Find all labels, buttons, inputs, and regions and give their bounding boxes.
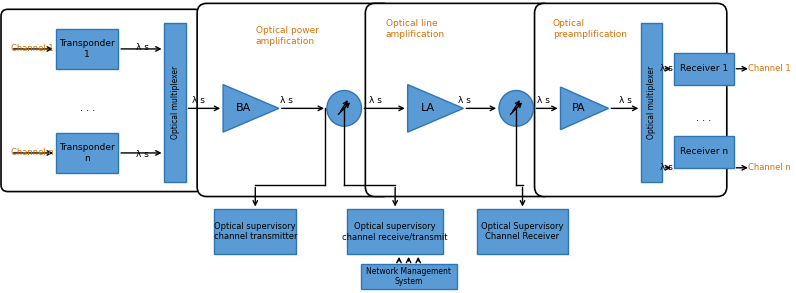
Text: λ s: λ s (660, 163, 673, 172)
Text: Optical Supervisory
Channel Receiver: Optical Supervisory Channel Receiver (482, 222, 564, 241)
Text: λ s: λ s (136, 150, 149, 159)
Text: Optical multiplexer: Optical multiplexer (647, 66, 657, 139)
Text: Channel n: Channel n (748, 163, 790, 172)
FancyBboxPatch shape (1, 9, 202, 192)
Text: Transponder
1: Transponder 1 (59, 39, 115, 59)
Polygon shape (560, 87, 609, 130)
Bar (361, 264, 457, 289)
Text: λ s: λ s (458, 96, 470, 105)
Text: Optical
preamplification: Optical preamplification (552, 19, 626, 39)
Text: Optical line
amplification: Optical line amplification (385, 19, 445, 39)
Bar (477, 209, 568, 254)
Polygon shape (223, 85, 279, 132)
Bar (674, 136, 734, 168)
Text: PA: PA (572, 103, 586, 113)
Text: Receiver 1: Receiver 1 (680, 64, 728, 73)
Text: Channel n: Channel n (10, 149, 53, 157)
Text: Transponder
n: Transponder n (59, 143, 115, 163)
Text: Channel 1: Channel 1 (748, 64, 790, 73)
Polygon shape (408, 85, 463, 132)
Text: Receiver n: Receiver n (680, 147, 728, 156)
Text: Optical power
amplification: Optical power amplification (256, 26, 318, 46)
Text: λ s: λ s (660, 64, 673, 73)
Bar (674, 53, 734, 85)
Text: BA: BA (236, 103, 251, 113)
Text: Channel 1: Channel 1 (10, 45, 53, 53)
FancyBboxPatch shape (197, 4, 392, 197)
Text: λ s: λ s (369, 96, 381, 105)
Text: Optical supervisory
channel receive/transmit: Optical supervisory channel receive/tran… (342, 222, 448, 241)
Bar (56, 29, 119, 69)
Bar (642, 23, 662, 182)
Text: λ s: λ s (192, 96, 205, 105)
Text: λ s: λ s (136, 43, 149, 52)
FancyBboxPatch shape (365, 4, 552, 197)
Bar (347, 209, 443, 254)
Circle shape (499, 91, 533, 126)
Circle shape (327, 91, 361, 126)
Text: λ s: λ s (537, 96, 549, 105)
Text: . . .: . . . (696, 113, 712, 123)
Text: LA: LA (421, 103, 435, 113)
Text: Network Management
System: Network Management System (366, 267, 451, 286)
FancyBboxPatch shape (535, 4, 727, 197)
Bar (214, 209, 296, 254)
Text: Optical multiplexer: Optical multiplexer (170, 66, 180, 139)
Text: Optical supervisory
channel transmitter: Optical supervisory channel transmitter (213, 222, 297, 241)
Text: . . .: . . . (80, 103, 96, 113)
Text: λ s: λ s (280, 96, 293, 105)
Bar (165, 23, 185, 182)
Bar (56, 133, 119, 173)
Text: λ s: λ s (619, 96, 632, 105)
